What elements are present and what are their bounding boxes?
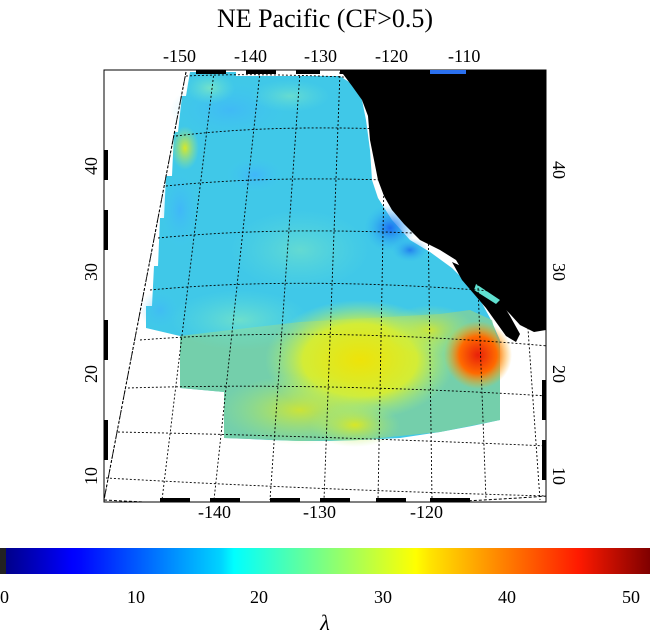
map-title: NE Pacific (CF>0.5) [216,4,434,33]
colorbar-tick: 50 [622,587,640,607]
colorbar-tick: 20 [250,587,268,607]
top-lon-label: -120 [375,46,408,66]
left-lat-label: 20 [81,365,101,383]
left-lat-label: 30 [81,263,101,281]
bottom-lon-label: -120 [410,502,443,522]
top-lon-label: -110 [448,46,481,66]
left-lat-label: 10 [81,467,101,485]
top-lon-label: -150 [163,46,196,66]
bottom-lon-label: -140 [198,502,231,522]
colorbar-tick: 0 [0,587,9,607]
right-lat-label: 10 [549,467,569,485]
colorbar-gradient [0,548,650,574]
colorbar-underflow [0,548,6,574]
data-field [140,72,512,447]
colorbar-tick: 40 [498,587,516,607]
colorbar-label: λ [320,610,330,635]
top-lon-label: -140 [234,46,267,66]
bottom-lon-label: -130 [303,502,336,522]
colorbar-tick: 30 [374,587,392,607]
right-lat-label: 40 [549,161,569,179]
projection-boundary [104,71,546,502]
right-lat-label: 20 [549,365,569,383]
frame-tick-marks [104,70,546,502]
top-lon-label: -130 [304,46,337,66]
colorbar-tick: 10 [127,587,145,607]
map-panel [103,69,547,503]
left-lat-label: 40 [81,157,101,175]
right-lat-label: 30 [549,263,569,281]
land-mass [340,70,546,342]
